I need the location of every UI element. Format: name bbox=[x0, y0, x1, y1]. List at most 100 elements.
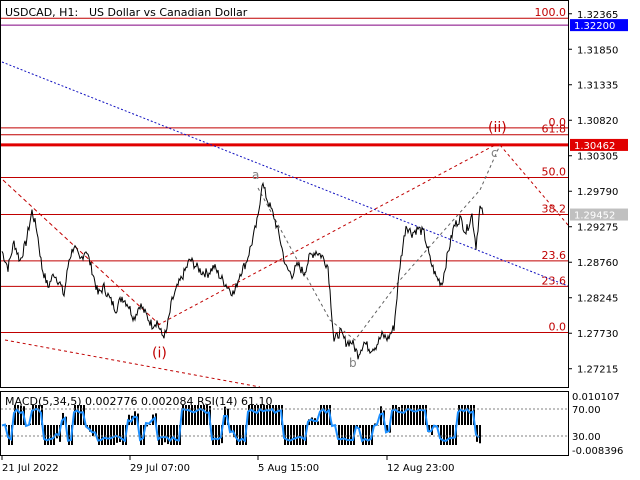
x-tick-label: 21 Jul 2022 bbox=[2, 463, 59, 474]
y-tick-label: 1.29790 bbox=[577, 187, 618, 198]
macd-bar bbox=[404, 405, 406, 425]
macd-bar bbox=[101, 425, 103, 445]
y-tick-label: 1.31335 bbox=[577, 81, 618, 92]
macd-bar bbox=[479, 425, 481, 444]
macd-bar bbox=[446, 425, 448, 445]
macd-bar bbox=[110, 425, 112, 445]
macd-bar bbox=[476, 425, 478, 442]
x-tick-label: 5 Aug 15:00 bbox=[258, 463, 319, 474]
y-tick-label: 1.30305 bbox=[577, 152, 618, 163]
macd-bar bbox=[350, 425, 352, 445]
rsi-line bbox=[1, 407, 480, 443]
macd-bar bbox=[299, 425, 301, 445]
y-tick-label: 1.27215 bbox=[577, 365, 618, 376]
macd-bar bbox=[254, 405, 256, 425]
symbol-label: USDCAD, H1: bbox=[5, 6, 78, 19]
macd-bar bbox=[95, 425, 97, 436]
macd-bar bbox=[14, 405, 16, 425]
macd-bar bbox=[197, 405, 199, 425]
indicator-frame bbox=[0, 391, 569, 456]
macd-bar bbox=[365, 425, 367, 445]
macd-bar bbox=[194, 405, 196, 425]
macd-bar bbox=[323, 405, 325, 425]
macd-bar bbox=[341, 425, 343, 445]
wave-label-b: b bbox=[349, 356, 357, 370]
macd-bar bbox=[188, 405, 190, 425]
macd-bar bbox=[302, 425, 304, 445]
macd-bar bbox=[8, 425, 10, 445]
indicator-plot bbox=[1, 405, 568, 445]
macd-bar bbox=[470, 405, 472, 425]
macd-bar bbox=[419, 405, 421, 425]
macd-bar bbox=[248, 405, 250, 425]
red-fib-trend-line bbox=[157, 144, 496, 326]
macd-bar bbox=[287, 425, 289, 445]
macd-bar bbox=[239, 425, 241, 445]
macd-bar bbox=[74, 405, 76, 425]
wave-label-a: a bbox=[252, 168, 259, 182]
macd-bar bbox=[449, 425, 451, 445]
macd-bar bbox=[410, 405, 412, 425]
wave-label-i: (i) bbox=[152, 345, 167, 361]
macd-bar bbox=[203, 405, 205, 425]
fib-level-label: 38.2 bbox=[542, 203, 567, 216]
macd-bar bbox=[17, 405, 19, 425]
indicator-axis: 0.010107 70.00 30.00 -0.008396 bbox=[572, 392, 623, 457]
macd-bar bbox=[242, 425, 244, 445]
macd-bar bbox=[290, 425, 292, 445]
macd-bar bbox=[104, 425, 106, 445]
macd-bar bbox=[38, 405, 40, 425]
macd-bar bbox=[206, 405, 208, 425]
macd-bar bbox=[380, 406, 382, 425]
macd-bar bbox=[467, 405, 469, 425]
macd-bar bbox=[320, 405, 322, 425]
macd-bar bbox=[149, 424, 151, 425]
macd-bar bbox=[86, 425, 88, 428]
macd-bar bbox=[182, 405, 184, 425]
macd-bar bbox=[257, 405, 259, 425]
macd-bar bbox=[422, 405, 424, 425]
macd-bar bbox=[134, 411, 136, 425]
red-wave-line bbox=[2, 179, 161, 326]
macd-bar bbox=[398, 407, 400, 425]
y-tick-label: 1.28245 bbox=[577, 294, 618, 305]
fib-level-label: 0.0 bbox=[549, 116, 567, 129]
macd-bar bbox=[170, 425, 172, 445]
macd-bar bbox=[374, 423, 376, 425]
indicator-tick-label: 70.00 bbox=[572, 405, 601, 416]
macd-bar bbox=[386, 425, 388, 433]
macd-bar bbox=[215, 425, 217, 445]
macd-bar bbox=[461, 405, 463, 425]
macd-bar bbox=[413, 405, 415, 425]
fib-level-label: 50.0 bbox=[542, 165, 567, 178]
macd-bar bbox=[275, 405, 277, 425]
macd-bar bbox=[218, 425, 220, 445]
macd-bar bbox=[107, 425, 109, 445]
y-tick-label: 1.32365 bbox=[577, 10, 618, 21]
main-plot: 100.061.838.223.60.00.050.023.6(i)(ii)ab… bbox=[1, 6, 569, 388]
fib-level-label: 61.8 bbox=[542, 123, 567, 136]
macd-bar bbox=[392, 405, 394, 425]
price-tag-resistance bbox=[570, 138, 628, 151]
y-tick-label: 1.31850 bbox=[577, 45, 618, 56]
macd-bar bbox=[200, 405, 202, 425]
price-line bbox=[1, 181, 484, 360]
macd-bar bbox=[20, 405, 22, 425]
price-tag-label-current: 1.29452 bbox=[574, 211, 615, 222]
price-tag-current bbox=[570, 208, 628, 221]
macd-bar bbox=[56, 425, 58, 439]
macd-bar bbox=[50, 425, 52, 445]
blue-trend-line bbox=[1, 61, 569, 287]
price-tags: 1.32200 1.30462 1.29452 bbox=[570, 19, 628, 222]
macd-bar bbox=[53, 425, 55, 445]
macd-bar bbox=[311, 417, 313, 425]
macd-bar bbox=[47, 425, 49, 445]
price-tag-purple bbox=[570, 19, 628, 32]
macd-bar bbox=[443, 425, 445, 445]
macd-bar bbox=[92, 425, 94, 437]
macd-bar bbox=[116, 425, 118, 443]
macd-bar bbox=[212, 425, 214, 445]
macd-bar bbox=[428, 425, 430, 433]
macd-bar bbox=[191, 405, 193, 425]
